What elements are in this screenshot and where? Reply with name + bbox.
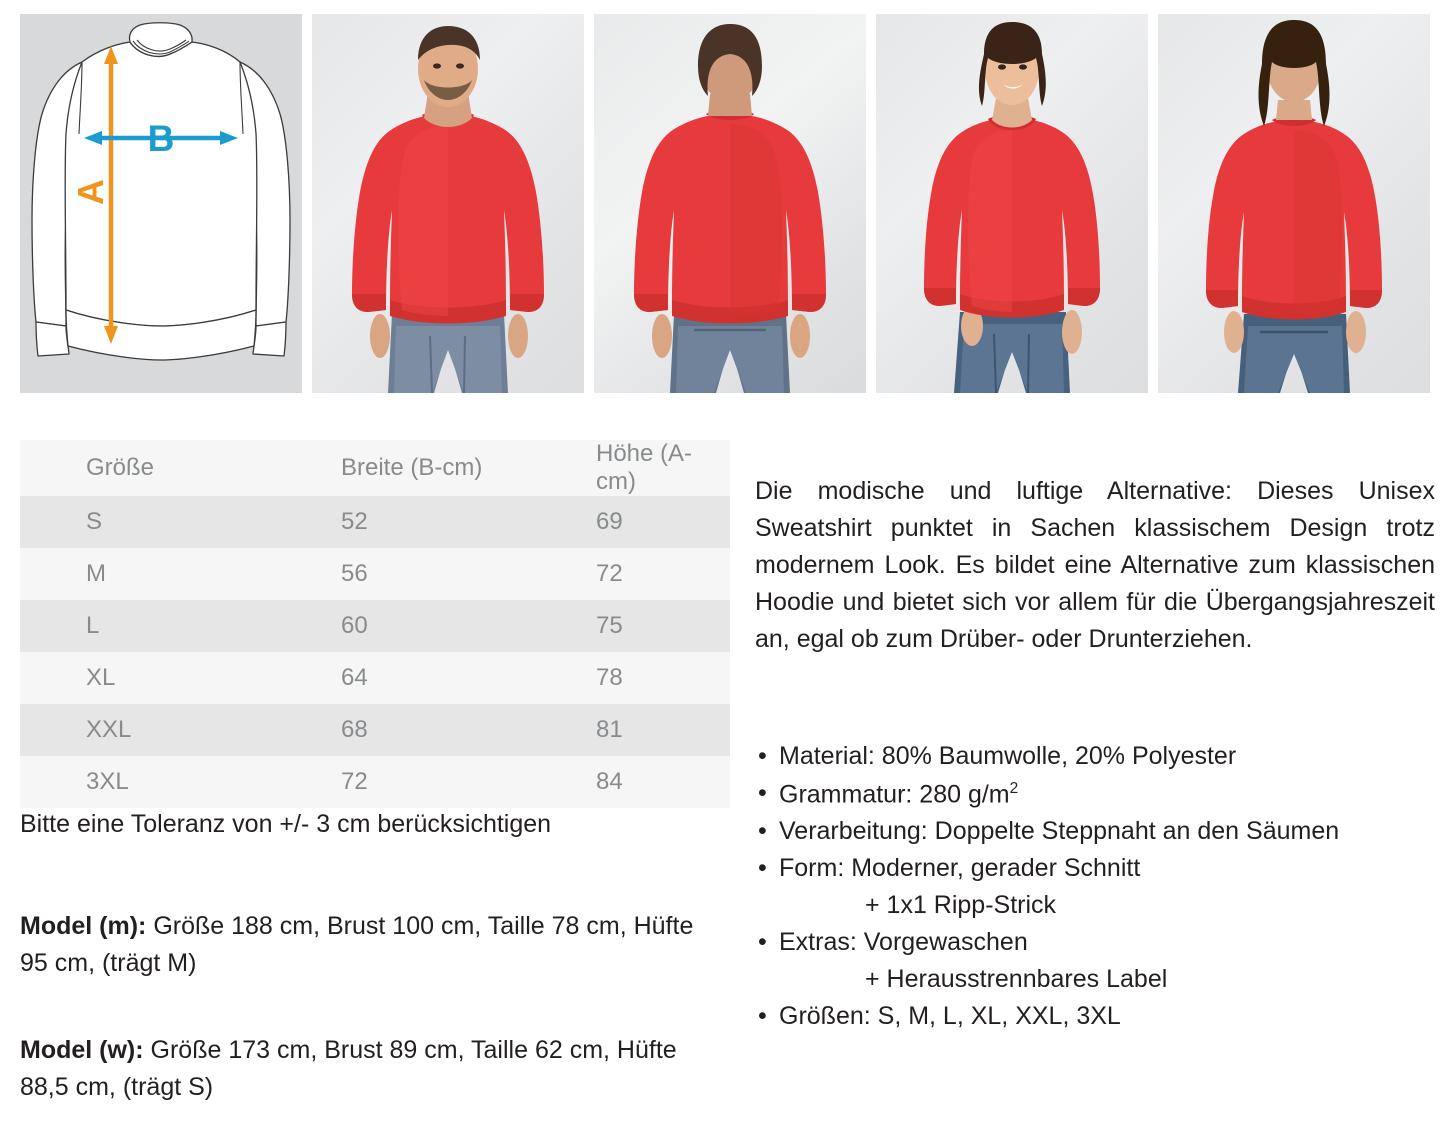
feature-text: Verarbeitung: Doppelte Steppnaht an den … xyxy=(779,817,1340,846)
feature-superscript: 2 xyxy=(1009,780,1019,797)
product-image-row: A B xyxy=(20,14,1430,393)
cell-height: 84 xyxy=(596,768,623,795)
cell-size: L xyxy=(86,612,100,639)
product-photo-male-front xyxy=(312,14,584,393)
cell-size: S xyxy=(86,508,103,535)
model-male-label: Model (m): xyxy=(20,912,147,940)
cell-height: 81 xyxy=(596,716,623,743)
table-row: S 52 69 xyxy=(20,496,730,548)
list-item: • Extras: Vorgewaschen + Herausstrennbar… xyxy=(755,930,1445,992)
model-female-measurements: Größe 173 cm, Brust 89 cm, Taille 62 cm,… xyxy=(20,1036,677,1101)
table-row: XL 64 78 xyxy=(20,652,730,704)
list-item: • Material: 80% Baumwolle, 20% Polyester xyxy=(755,744,1445,769)
cell-width: 68 xyxy=(341,716,368,743)
cell-size: M xyxy=(86,560,106,587)
sweatshirt-technical-drawing: A B xyxy=(31,22,291,361)
list-item: • Verarbeitung: Doppelte Steppnaht an de… xyxy=(755,819,1445,844)
model-female-label: Model (w): xyxy=(20,1036,144,1064)
product-feature-list: • Material: 80% Baumwolle, 20% Polyester… xyxy=(755,744,1445,1041)
column-header-width: Breite (B-cm) xyxy=(341,454,483,481)
bullet-icon: • xyxy=(758,1002,767,1031)
cell-height: 78 xyxy=(596,664,623,691)
cell-size: XL xyxy=(86,664,116,691)
cell-size: 3XL xyxy=(86,768,129,795)
product-photo-male-back xyxy=(594,14,866,393)
size-chart-table: Größe Breite (B-cm) Höhe (A-cm) S 52 69 … xyxy=(20,440,730,808)
feature-subtext: + Herausstrennbares Label xyxy=(865,965,1168,994)
feature-subtext: + 1x1 Ripp-Strick xyxy=(865,891,1057,920)
cell-width: 60 xyxy=(341,612,368,639)
width-measure-arrow xyxy=(84,131,238,145)
cell-size: XXL xyxy=(86,716,132,743)
cell-width: 52 xyxy=(341,508,368,535)
list-item: • Größen: S, M, L, XL, XXL, 3XL xyxy=(755,1004,1445,1029)
table-row: XXL 68 81 xyxy=(20,704,730,756)
feature-text: Grammatur: 280 g/m xyxy=(779,780,1010,809)
cell-height: 69 xyxy=(596,508,623,535)
model-male-measurements: Größe 188 cm, Brust 100 cm, Taille 78 cm… xyxy=(20,912,694,977)
bullet-icon: • xyxy=(758,742,767,770)
bullet-icon: • xyxy=(758,817,767,846)
feature-text: Größen: S, M, L, XL, XXL, 3XL xyxy=(779,1002,1121,1031)
height-label: A xyxy=(70,179,111,205)
product-photo-female-front xyxy=(876,14,1148,393)
list-item: • Grammatur: 280 g/m2 xyxy=(755,781,1445,807)
cell-width: 56 xyxy=(341,560,368,587)
table-row: L 60 75 xyxy=(20,600,730,652)
table-row: 3XL 72 84 xyxy=(20,756,730,808)
tolerance-note: Bitte eine Toleranz von +/- 3 cm berücks… xyxy=(20,810,552,838)
table-header-row: Größe Breite (B-cm) Höhe (A-cm) xyxy=(20,440,730,496)
bullet-icon: • xyxy=(758,854,767,883)
height-measure-arrow xyxy=(104,46,118,344)
feature-text: Material: 80% Baumwolle, 20% Polyester xyxy=(779,742,1237,770)
feature-text: Extras: Vorgewaschen xyxy=(779,928,1028,957)
feature-text: Form: Moderner, gerader Schnitt xyxy=(779,854,1141,883)
cell-height: 75 xyxy=(596,612,623,639)
product-description: Die modische und luftige Alternative: Di… xyxy=(755,477,1435,653)
bullet-icon: • xyxy=(758,779,767,807)
cell-width: 64 xyxy=(341,664,368,691)
cell-width: 72 xyxy=(341,768,368,795)
size-diagram-panel: A B xyxy=(20,14,302,393)
cell-height: 72 xyxy=(596,560,623,587)
width-label: B xyxy=(148,118,175,159)
model-female-info: Model (w): Größe 173 cm, Brust 89 cm, Ta… xyxy=(20,1032,720,1106)
product-photo-female-back xyxy=(1158,14,1430,393)
table-row: M 56 72 xyxy=(20,548,730,600)
model-male-info: Model (m): Größe 188 cm, Brust 100 cm, T… xyxy=(20,908,720,982)
list-item: • Form: Moderner, gerader Schnitt + 1x1 … xyxy=(755,856,1445,918)
column-header-height: Höhe (A-cm) xyxy=(596,440,693,495)
column-header-size: Größe xyxy=(86,454,155,481)
bullet-icon: • xyxy=(758,928,767,957)
